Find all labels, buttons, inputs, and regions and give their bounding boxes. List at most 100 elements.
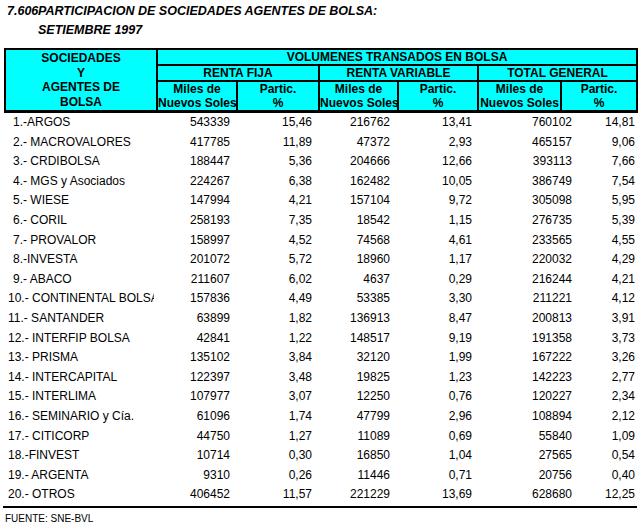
cell-rf-part: 0,26 xyxy=(234,466,316,486)
cell-tg-part: 1,09 xyxy=(576,427,636,447)
cell-name: 18.-FINVEST xyxy=(4,446,154,466)
group-header-renta-variable: RENTA VARIABLE xyxy=(319,65,478,81)
table-row: 11.- SANTANDER638991,821369138,472008133… xyxy=(4,309,636,329)
stub-line: BOLSA xyxy=(6,95,156,110)
cell-rv-miles: 19825 xyxy=(316,368,394,388)
cell-tg-part: 4,12 xyxy=(576,289,636,309)
cell-rv-part: 1,17 xyxy=(394,250,476,270)
cell-tg-miles: 200813 xyxy=(476,309,576,329)
cell-rf-miles: 122397 xyxy=(154,368,234,388)
cell-tg-miles: 760102 xyxy=(476,113,576,133)
cell-rf-miles: 258193 xyxy=(154,211,234,231)
cell-tg-miles: 20756 xyxy=(476,466,576,486)
cell-rf-miles: 61096 xyxy=(154,407,234,427)
cell-tg-part: 2,12 xyxy=(576,407,636,427)
cell-tg-part: 0,40 xyxy=(576,466,636,486)
cell-tg-part: 7,54 xyxy=(576,172,636,192)
cell-name: 12.- INTERFIP BOLSA xyxy=(4,329,154,349)
subheader-tg-pct: Partic. % xyxy=(561,81,637,112)
cell-rv-miles: 157104 xyxy=(316,191,394,211)
table-row: 3.- CRDIBOLSA1884475,3620466612,66393113… xyxy=(4,152,636,172)
cell-tg-part: 3,91 xyxy=(576,309,636,329)
cell-tg-miles: 386749 xyxy=(476,172,576,192)
cell-rf-part: 4,52 xyxy=(234,231,316,251)
cell-tg-miles: 393113 xyxy=(476,152,576,172)
cell-name: 17.- CITICORP xyxy=(4,427,154,447)
cell-rv-part: 0,29 xyxy=(394,270,476,290)
cell-rf-part: 5,36 xyxy=(234,152,316,172)
cell-rv-part: 12,66 xyxy=(394,152,476,172)
cell-rv-miles: 16850 xyxy=(316,446,394,466)
top-header: VOLUMENES TRANSADOS EN BOLSA xyxy=(157,49,637,65)
cell-rv-part: 1,15 xyxy=(394,211,476,231)
cell-name: 2.- MACROVALORES xyxy=(4,133,154,153)
cell-rv-miles: 148517 xyxy=(316,329,394,349)
cell-name: 6.- CORIL xyxy=(4,211,154,231)
cell-rf-part: 7,35 xyxy=(234,211,316,231)
cell-tg-miles: 108894 xyxy=(476,407,576,427)
cell-rv-part: 1,04 xyxy=(394,446,476,466)
subheader-rv-pct: Partic. % xyxy=(398,81,478,112)
table-row: 14.- INTERCAPITAL1223973,48198251,231422… xyxy=(4,368,636,388)
group-header-total-general: TOTAL GENERAL xyxy=(478,65,637,81)
cell-rf-miles: 406452 xyxy=(154,485,234,505)
cell-tg-part: 14,81 xyxy=(576,113,636,133)
cell-tg-part: 0,54 xyxy=(576,446,636,466)
cell-rv-part: 9,72 xyxy=(394,191,476,211)
stub-line: Y xyxy=(6,66,156,81)
cell-tg-miles: 216244 xyxy=(476,270,576,290)
cell-rf-part: 11,57 xyxy=(234,485,316,505)
table-row: 15.- INTERLIMA1079773,07122500,761202272… xyxy=(4,387,636,407)
cell-name: 11.- SANTANDER xyxy=(4,309,154,329)
table-row: 5.- WIESE1479944,211571049,723050985,95 xyxy=(4,191,636,211)
cell-rv-part: 1,23 xyxy=(394,368,476,388)
cell-rf-part: 4,49 xyxy=(234,289,316,309)
subheader-tg-amount: Miles de Nuevos Soles xyxy=(478,81,561,112)
cell-tg-part: 4,29 xyxy=(576,250,636,270)
cell-tg-miles: 465157 xyxy=(476,133,576,153)
cell-tg-part: 7,66 xyxy=(576,152,636,172)
cell-rv-part: 10,05 xyxy=(394,172,476,192)
cell-rf-miles: 417785 xyxy=(154,133,234,153)
cell-rf-part: 0,30 xyxy=(234,446,316,466)
cell-rv-part: 9,19 xyxy=(394,329,476,349)
cell-rf-part: 1,82 xyxy=(234,309,316,329)
cell-name: 7.- PROVALOR xyxy=(4,231,154,251)
page-title: 7.606PARTICIPACION DE SOCIEDADES AGENTES… xyxy=(7,4,377,18)
stub-line: SOCIEDADES xyxy=(6,51,156,66)
cell-name: 4.- MGS y Asociados xyxy=(4,172,154,192)
cell-name: 19.- ARGENTA xyxy=(4,466,154,486)
cell-name: 3.- CRDIBOLSA xyxy=(4,152,154,172)
cell-rv-part: 13,41 xyxy=(394,113,476,133)
bottom-rule xyxy=(3,506,637,508)
cell-rv-miles: 11089 xyxy=(316,427,394,447)
cell-rf-part: 1,22 xyxy=(234,329,316,349)
cell-name: 9.- ABACO xyxy=(4,270,154,290)
cell-rv-part: 2,96 xyxy=(394,407,476,427)
table-row: 10.- CONTINENTAL BOLSA1578364,49533853,3… xyxy=(4,289,636,309)
cell-rv-miles: 74568 xyxy=(316,231,394,251)
cell-tg-miles: 211221 xyxy=(476,289,576,309)
title-number: 7.606 xyxy=(7,4,38,18)
table-row: 9.- ABACO2116076,0246370,292162444,21 xyxy=(4,270,636,290)
table-row: 8.-INVESTA2010725,72189601,172200324,29 xyxy=(4,250,636,270)
cell-name: 14.- INTERCAPITAL xyxy=(4,368,154,388)
cell-rv-miles: 12250 xyxy=(316,387,394,407)
table-body: 1.-ARGOS54333915,4621676213,4176010214,8… xyxy=(4,113,636,505)
table-row: 13.- PRISMA1351023,84321201,991672223,26 xyxy=(4,348,636,368)
title-text: PARTICIPACION DE SOCIEDADES AGENTES DE B… xyxy=(38,4,377,18)
cell-rf-part: 3,07 xyxy=(234,387,316,407)
cell-rv-miles: 53385 xyxy=(316,289,394,309)
stub-line: AGENTES DE xyxy=(6,80,156,95)
cell-rf-miles: 188447 xyxy=(154,152,234,172)
cell-tg-miles: 120227 xyxy=(476,387,576,407)
table-row: 17.- CITICORP447501,27110890,69558401,09 xyxy=(4,427,636,447)
cell-tg-miles: 276735 xyxy=(476,211,576,231)
cell-tg-miles: 167222 xyxy=(476,348,576,368)
cell-rf-miles: 44750 xyxy=(154,427,234,447)
table-row: 2.- MACROVALORES41778511,89473722,934651… xyxy=(4,133,636,153)
cell-tg-miles: 55840 xyxy=(476,427,576,447)
cell-rv-part: 0,71 xyxy=(394,466,476,486)
cell-name: 15.- INTERLIMA xyxy=(4,387,154,407)
table-row: 18.-FINVEST107140,30168501,04275650,54 xyxy=(4,446,636,466)
